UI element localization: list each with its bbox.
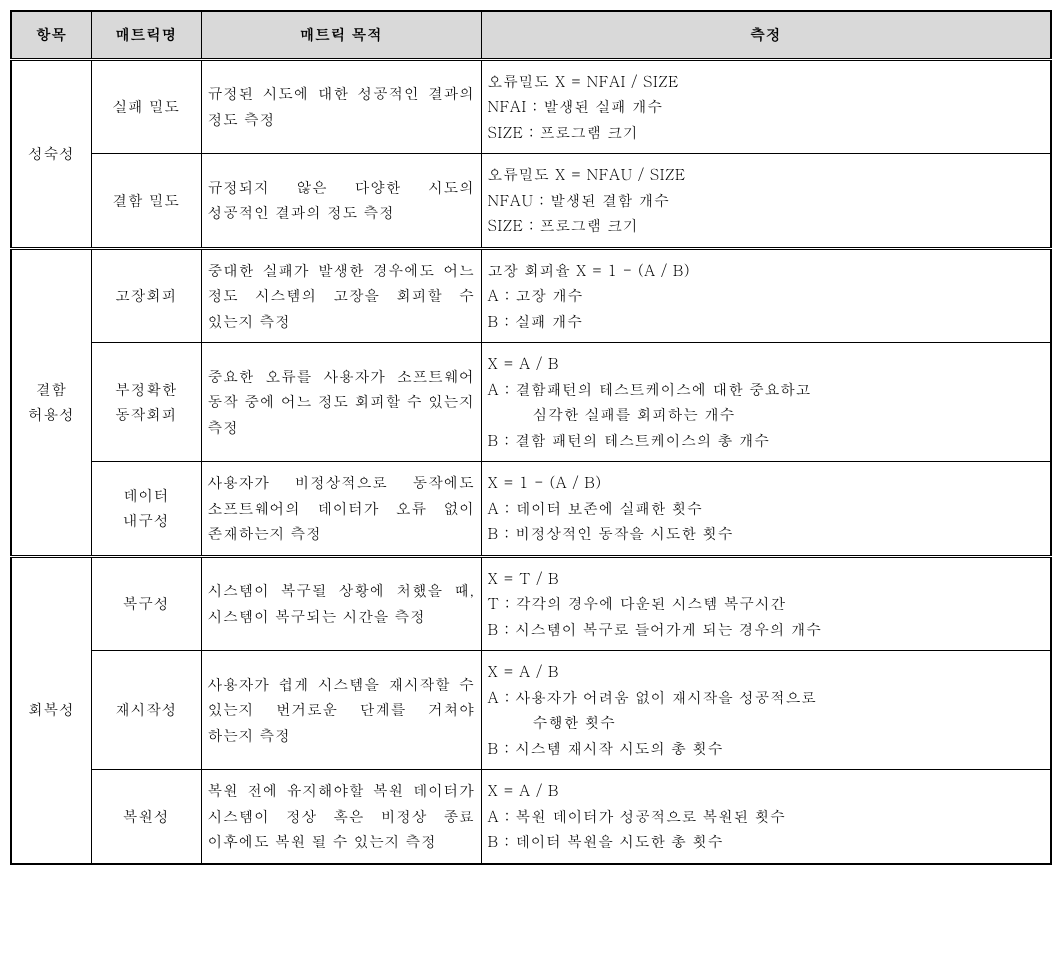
metric-cell: 실패 밀도 — [91, 59, 201, 154]
category-cell: 성숙성 — [11, 59, 91, 248]
header-metric: 매트릭명 — [91, 11, 201, 59]
purpose-cell: 중대한 실패가 발생한 경우에도 어느 정도 시스템의 고장을 회피할 수 있는… — [201, 248, 481, 343]
measure-line: B : 데이터 복원을 시도한 총 횟수 — [488, 829, 1045, 855]
purpose-cell: 복원 전에 유지해야할 복원 데이터가 시스템이 정상 혹은 비정상 종료 이후… — [201, 770, 481, 864]
measure-line: B : 시스템이 복구로 들어가게 되는 경우의 개수 — [488, 617, 1045, 643]
metric-cell: 고장회피 — [91, 248, 201, 343]
table-row: 성숙성실패 밀도규정된 시도에 대한 성공적인 결과의 정도 측정오류밀도 X … — [11, 59, 1051, 154]
table-row: 결함 밀도규정되지 않은 다양한 시도의 성공적인 결과의 정도 측정오류밀도 … — [11, 154, 1051, 249]
measure-line: T : 각각의 경우에 다운된 시스템 복구시간 — [488, 591, 1045, 617]
measure-line: B : 비정상적인 동작을 시도한 횟수 — [488, 521, 1045, 547]
metric-cell: 결함 밀도 — [91, 154, 201, 249]
header-measure: 측정 — [481, 11, 1051, 59]
purpose-cell: 시스템이 복구될 상황에 처했을 때, 시스템이 복구되는 시간을 측정 — [201, 556, 481, 651]
measure-cell: 오류밀도 X = NFAU / SIZENFAU : 발생된 결함 개수SIZE… — [481, 154, 1051, 249]
header-category: 항목 — [11, 11, 91, 59]
header-row: 항목 매트릭명 매트릭 목적 측정 — [11, 11, 1051, 59]
purpose-cell: 규정되지 않은 다양한 시도의 성공적인 결과의 정도 측정 — [201, 154, 481, 249]
category-cell: 회복성 — [11, 556, 91, 864]
table-row: 데이터내구성사용자가 비정상적으로 동작에도 소프트웨어의 데이터가 오류 없이… — [11, 462, 1051, 557]
measure-line: 오류밀도 X = NFAI / SIZE — [488, 69, 1045, 95]
measure-line: A : 고장 개수 — [488, 283, 1045, 309]
measure-line: A : 복원 데이터가 성공적으로 복원된 횟수 — [488, 804, 1045, 830]
measure-cell: X = 1 - (A / B)A : 데이터 보존에 실패한 횟수B : 비정상… — [481, 462, 1051, 557]
measure-line: X = A / B — [488, 659, 1045, 685]
measure-line: X = A / B — [488, 778, 1045, 804]
metric-cell: 데이터내구성 — [91, 462, 201, 557]
measure-line: SIZE : 프로그램 크기 — [488, 120, 1045, 146]
metric-cell: 복원성 — [91, 770, 201, 864]
purpose-cell: 규정된 시도에 대한 성공적인 결과의 정도 측정 — [201, 59, 481, 154]
table-row: 부정확한동작회피중요한 오류를 사용자가 소프트웨어 동작 중에 어느 정도 회… — [11, 343, 1051, 462]
table-row: 복원성복원 전에 유지해야할 복원 데이터가 시스템이 정상 혹은 비정상 종료… — [11, 770, 1051, 864]
table-row: 회복성복구성시스템이 복구될 상황에 처했을 때, 시스템이 복구되는 시간을 … — [11, 556, 1051, 651]
measure-line: 고장 회피율 X = 1 - (A / B) — [488, 258, 1045, 284]
measure-line: X = A / B — [488, 351, 1045, 377]
measure-line: NFAU : 발생된 결함 개수 — [488, 188, 1045, 214]
purpose-cell: 사용자가 쉽게 시스템을 재시작할 수 있는지 번거로운 단계를 거쳐야 하는지… — [201, 651, 481, 770]
measure-line: B : 실패 개수 — [488, 309, 1045, 335]
measure-line: X = T / B — [488, 566, 1045, 592]
measure-cell: 고장 회피율 X = 1 - (A / B)A : 고장 개수B : 실패 개수 — [481, 248, 1051, 343]
measure-line: NFAI : 발생된 실패 개수 — [488, 94, 1045, 120]
measure-line: A : 결함패턴의 테스트케이스에 대한 중요하고 — [488, 377, 1045, 403]
metric-cell: 부정확한동작회피 — [91, 343, 201, 462]
measure-cell: X = A / BA : 결함패턴의 테스트케이스에 대한 중요하고심각한 실패… — [481, 343, 1051, 462]
metric-cell: 재시작성 — [91, 651, 201, 770]
measure-line: B : 시스템 재시작 시도의 총 횟수 — [488, 736, 1045, 762]
measure-line: SIZE : 프로그램 크기 — [488, 213, 1045, 239]
purpose-cell: 중요한 오류를 사용자가 소프트웨어 동작 중에 어느 정도 회피할 수 있는지… — [201, 343, 481, 462]
measure-line: A : 데이터 보존에 실패한 횟수 — [488, 496, 1045, 522]
measure-cell: X = A / BA : 복원 데이터가 성공적으로 복원된 횟수B : 데이터… — [481, 770, 1051, 864]
measure-line: 수행한 횟수 — [488, 710, 1045, 736]
table-row: 결함허용성고장회피중대한 실패가 발생한 경우에도 어느 정도 시스템의 고장을… — [11, 248, 1051, 343]
measure-line: X = 1 - (A / B) — [488, 470, 1045, 496]
metrics-table: 항목 매트릭명 매트릭 목적 측정 성숙성실패 밀도규정된 시도에 대한 성공적… — [10, 10, 1052, 865]
category-cell: 결함허용성 — [11, 248, 91, 556]
measure-line: 오류밀도 X = NFAU / SIZE — [488, 162, 1045, 188]
table-row: 재시작성사용자가 쉽게 시스템을 재시작할 수 있는지 번거로운 단계를 거쳐야… — [11, 651, 1051, 770]
purpose-cell: 사용자가 비정상적으로 동작에도 소프트웨어의 데이터가 오류 없이 존재하는지… — [201, 462, 481, 557]
measure-cell: 오류밀도 X = NFAI / SIZENFAI : 발생된 실패 개수SIZE… — [481, 59, 1051, 154]
measure-line: 심각한 실패를 회피하는 개수 — [488, 402, 1045, 428]
metric-cell: 복구성 — [91, 556, 201, 651]
header-purpose: 매트릭 목적 — [201, 11, 481, 59]
measure-cell: X = A / BA : 사용자가 어려움 없이 재시작을 성공적으로수행한 횟… — [481, 651, 1051, 770]
measure-line: B : 결함 패턴의 테스트케이스의 총 개수 — [488, 428, 1045, 454]
measure-cell: X = T / BT : 각각의 경우에 다운된 시스템 복구시간B : 시스템… — [481, 556, 1051, 651]
measure-line: A : 사용자가 어려움 없이 재시작을 성공적으로 — [488, 685, 1045, 711]
